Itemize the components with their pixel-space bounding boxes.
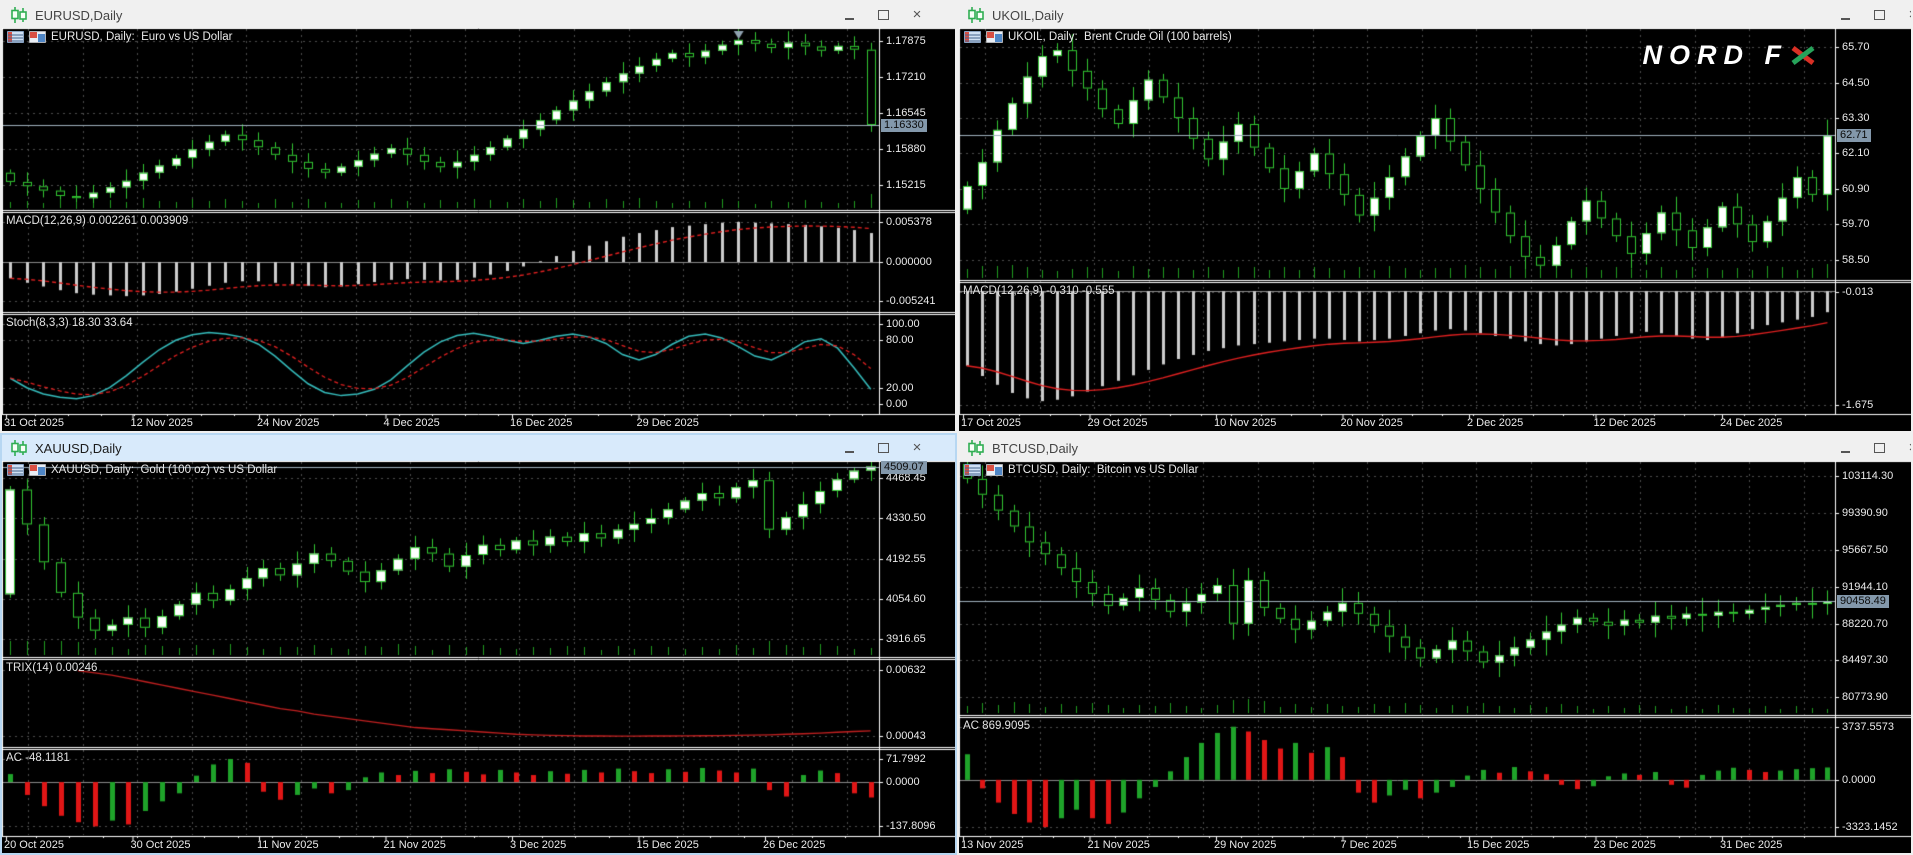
chart-window-ukoil: UKOIL,Daily × UKOIL, Daily: Brent Crude … <box>957 0 1913 433</box>
chart-content: UKOIL, Daily: Brent Crude Oil (100 barre… <box>959 28 1911 431</box>
minimize-button[interactable] <box>1839 442 1851 454</box>
candlestick-icon <box>967 440 985 456</box>
close-button[interactable]: × <box>1907 440 1911 455</box>
chart-content: XAUUSD, Daily: Gold (100 oz) vs US Dolla… <box>2 461 955 853</box>
chart-content: EURUSD, Daily: Euro vs US Dollar 1.17875… <box>2 28 955 431</box>
chart-canvas[interactable] <box>959 461 1911 853</box>
minimize-button[interactable] <box>1839 9 1851 21</box>
window-titlebar[interactable]: UKOIL,Daily × <box>959 2 1911 28</box>
chart-window-xauusd: XAUUSD,Daily × XAUUSD, Daily: Gold (100 … <box>0 433 957 855</box>
close-button[interactable]: × <box>1907 7 1911 22</box>
maximize-button[interactable] <box>877 9 889 21</box>
window-titlebar[interactable]: XAUUSD,Daily × <box>2 435 955 461</box>
chart-canvas[interactable] <box>2 28 955 431</box>
chart-content: BTCUSD, Daily: Bitcoin vs US Dollar 1031… <box>959 461 1911 853</box>
maximize-button[interactable] <box>1873 9 1885 21</box>
chart-window-eurusd: EURUSD,Daily × EURUSD, Daily: Euro vs US… <box>0 0 957 433</box>
chart-window-btcusd: BTCUSD,Daily × BTCUSD, Daily: Bitcoin vs… <box>957 433 1913 855</box>
candlestick-icon <box>10 440 28 456</box>
candlestick-icon <box>967 7 985 23</box>
window-title: UKOIL,Daily <box>992 7 1064 23</box>
window-title: EURUSD,Daily <box>35 7 123 23</box>
window-title: BTCUSD,Daily <box>992 440 1078 456</box>
window-titlebar[interactable]: EURUSD,Daily × <box>2 2 955 28</box>
maximize-button[interactable] <box>1873 442 1885 454</box>
minimize-button[interactable] <box>843 9 855 21</box>
close-button[interactable]: × <box>912 439 922 456</box>
close-button[interactable]: × <box>912 6 922 23</box>
maximize-button[interactable] <box>877 442 889 454</box>
window-titlebar[interactable]: BTCUSD,Daily × <box>959 435 1911 461</box>
window-title: XAUUSD,Daily <box>35 440 122 456</box>
chart-canvas[interactable] <box>2 461 955 853</box>
candlestick-icon <box>10 7 28 23</box>
chart-canvas[interactable] <box>959 28 1911 431</box>
minimize-button[interactable] <box>843 442 855 454</box>
